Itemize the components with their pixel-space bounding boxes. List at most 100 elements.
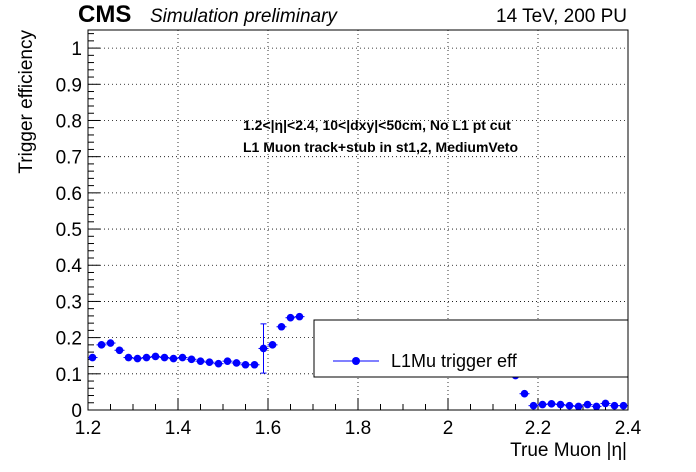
x-tick-label: 1.8	[345, 418, 371, 439]
y-tick-label: 0.1	[56, 365, 82, 386]
x-tick-label: 1.6	[255, 418, 281, 439]
point-marker	[520, 389, 529, 398]
data-point	[249, 360, 260, 369]
data-point	[204, 358, 215, 367]
point-marker	[178, 353, 187, 362]
x-tick-label: 2.2	[525, 418, 551, 439]
point-marker	[250, 360, 259, 369]
x-tick-label: 1.2	[75, 418, 101, 439]
x-axis-title: True Muon |η|	[510, 440, 627, 461]
data-point	[537, 400, 548, 409]
point-marker	[286, 313, 295, 322]
data-point	[600, 399, 611, 408]
legend: L1Mu trigger eff	[313, 319, 629, 378]
data-point	[105, 339, 116, 347]
point-marker	[583, 400, 592, 409]
subtitle-label: Simulation preliminary	[150, 6, 338, 27]
legend-entry-label: L1Mu trigger eff	[391, 351, 518, 371]
point-marker	[574, 402, 583, 411]
data-point	[294, 312, 305, 321]
point-marker	[187, 355, 196, 364]
data-point	[195, 357, 206, 365]
point-marker	[268, 341, 277, 349]
y-tick-label: 0.4	[56, 256, 83, 277]
legend-marker	[352, 357, 360, 365]
data-point	[213, 359, 224, 368]
data-point	[285, 313, 296, 322]
data-point	[141, 353, 152, 362]
point-marker	[232, 359, 241, 367]
data-point	[609, 401, 620, 410]
point-marker	[259, 344, 268, 353]
point-marker	[169, 354, 178, 363]
x-tick-label: 1.4	[165, 418, 192, 439]
point-marker	[205, 358, 214, 367]
point-marker	[97, 341, 106, 349]
data-point	[222, 357, 233, 365]
point-marker	[115, 346, 124, 355]
data-point	[555, 400, 566, 409]
data-point	[177, 353, 188, 362]
y-tick-label: 0.9	[56, 75, 82, 96]
y-tick-label: 0.6	[56, 184, 82, 205]
legend-box	[313, 319, 629, 378]
data-point	[123, 353, 134, 362]
point-marker	[556, 400, 565, 409]
point-marker	[601, 399, 610, 408]
data-point	[186, 355, 197, 364]
data-points	[87, 312, 629, 411]
data-point	[114, 346, 125, 355]
point-marker	[619, 401, 628, 410]
point-marker	[241, 360, 250, 369]
point-marker	[106, 339, 115, 347]
data-point	[582, 400, 593, 409]
data-point	[546, 400, 557, 408]
y-tick-label: 0.5	[56, 220, 82, 241]
annotation-cuts: 1.2<|η|<2.4, 10<|dxy|<50cm, No L1 pt cut	[243, 117, 511, 133]
data-point	[591, 402, 602, 411]
point-marker	[133, 354, 142, 363]
y-tick-label: 0.8	[56, 111, 82, 132]
data-point	[150, 352, 161, 361]
point-marker	[142, 353, 151, 362]
point-marker	[151, 352, 160, 361]
x-tick-label: 2	[443, 418, 454, 439]
data-point	[87, 353, 98, 362]
point-marker	[124, 353, 133, 362]
point-marker	[610, 401, 619, 410]
data-point	[276, 322, 287, 331]
y-tick-label: 0.3	[56, 292, 82, 313]
data-point	[564, 401, 575, 410]
data-point	[618, 401, 629, 410]
point-marker	[223, 357, 232, 365]
experiment-label: CMS	[78, 1, 131, 28]
data-point	[519, 389, 530, 398]
point-marker	[295, 312, 304, 321]
y-tick-label: 0	[71, 401, 82, 422]
point-marker	[88, 353, 97, 362]
plot-frame	[87, 29, 629, 411]
data-point	[96, 341, 107, 349]
point-marker	[547, 400, 556, 408]
data-point	[258, 323, 269, 374]
annotation-selection: L1 Muon track+stub in st1,2, MediumVeto	[243, 139, 518, 155]
y-tick-label: 0.2	[56, 329, 82, 350]
point-marker	[529, 401, 538, 410]
point-marker	[196, 357, 205, 365]
data-point	[267, 341, 278, 349]
y-axis-title: Trigger efficiency	[16, 30, 37, 174]
point-marker	[565, 401, 574, 410]
y-tick-label: 0.7	[56, 148, 82, 169]
point-marker	[592, 402, 601, 411]
point-marker	[538, 400, 547, 409]
data-point	[240, 360, 251, 369]
x-tick-label: 2.4	[615, 418, 642, 439]
conditions-label: 14 TeV, 200 PU	[496, 6, 627, 27]
data-point	[573, 402, 584, 411]
point-marker	[277, 322, 286, 331]
point-marker	[214, 359, 223, 368]
data-point	[528, 401, 539, 410]
data-point	[168, 354, 179, 363]
